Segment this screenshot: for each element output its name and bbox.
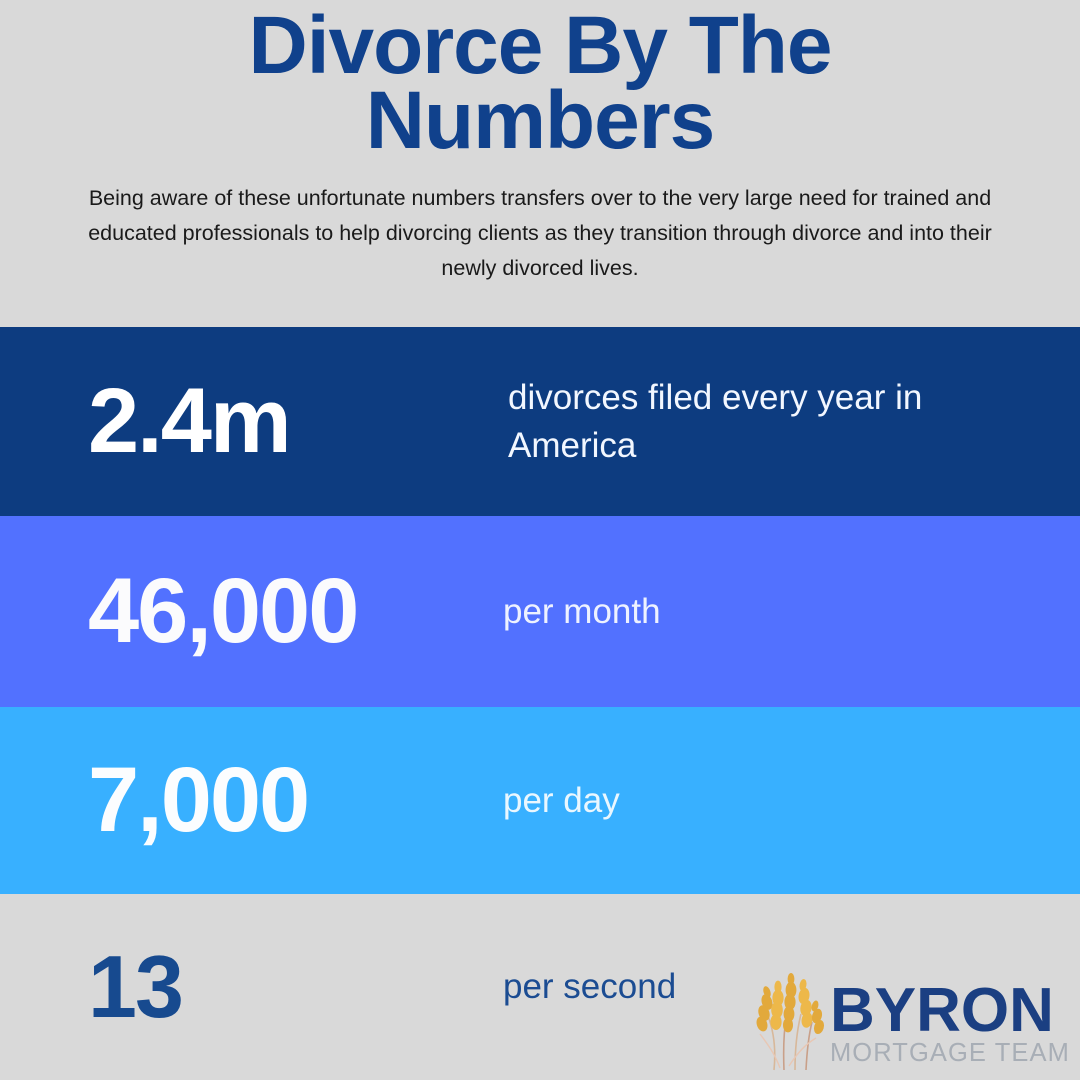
stat-band-per-second: 13 per second — [0, 894, 1080, 1080]
logo-tagline: MORTGAGE TEAM — [829, 1038, 1070, 1067]
stat-label: per second — [503, 967, 677, 1007]
brand-logo: BYRON MORTGAGE TEAM — [754, 964, 1070, 1072]
stat-label: per month — [503, 591, 661, 631]
stat-value: 46,000 — [88, 560, 359, 662]
wheat-icon — [756, 973, 824, 1071]
stat-value: 2.4m — [88, 370, 292, 472]
header-section: Divorce By The Numbers Being aware of th… — [0, 0, 1080, 327]
stat-label: divorces filed every year in America — [508, 378, 923, 465]
page-title: Divorce By The Numbers — [248, 0, 833, 167]
header-subtitle: Being aware of these unfortunate numbers… — [88, 185, 992, 280]
stat-band-per-month: 46,000 per month — [0, 516, 1080, 707]
stat-band-divorces-per-year: 2.4m divorces filed every year in Americ… — [0, 327, 1080, 516]
logo-name: BYRON — [829, 976, 1054, 1046]
stat-label: per day — [503, 780, 620, 820]
stat-value: 13 — [88, 937, 184, 1036]
stat-value: 7,000 — [88, 749, 310, 851]
stat-band-per-day: 7,000 per day — [0, 707, 1080, 894]
logo-wordmark: BYRON MORTGAGE TEAM — [829, 976, 1070, 1072]
